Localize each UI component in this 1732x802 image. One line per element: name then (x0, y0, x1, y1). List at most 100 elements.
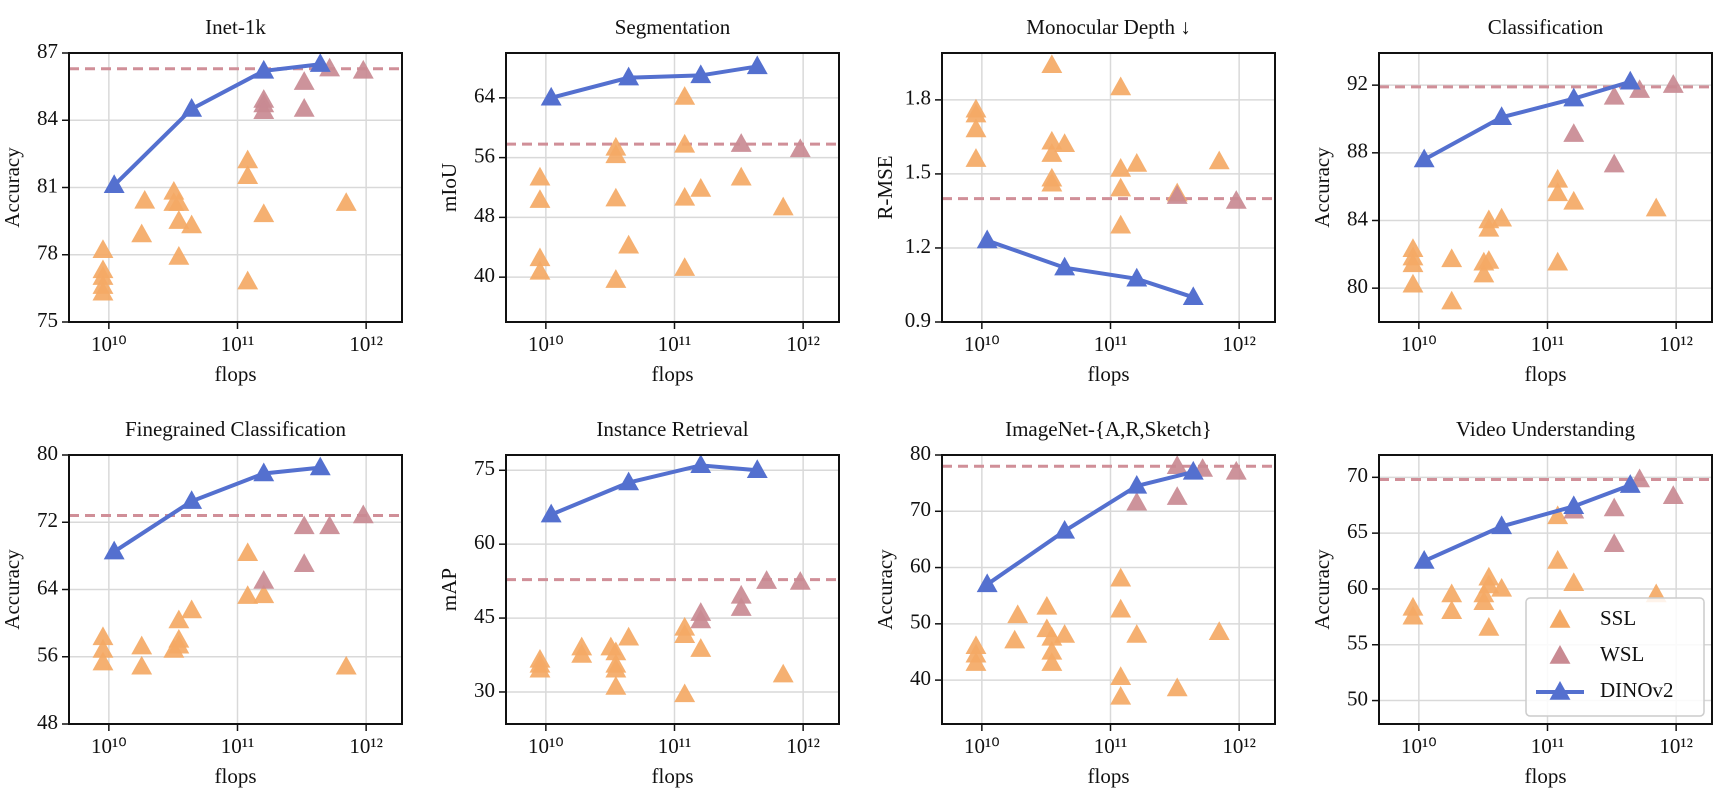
point (1563, 190, 1585, 210)
point (1166, 486, 1188, 505)
x-axis-label: flops (1088, 764, 1130, 788)
point (618, 66, 640, 86)
point (618, 234, 640, 254)
point (1603, 153, 1625, 173)
point (335, 655, 357, 675)
point (1491, 106, 1513, 125)
point (168, 210, 190, 229)
point (605, 144, 627, 164)
point (1110, 157, 1132, 177)
legend-marker (1549, 609, 1571, 628)
point (1563, 87, 1585, 107)
y-tick-label: 70 (1347, 463, 1368, 487)
point (1208, 621, 1230, 640)
y-tick-label: 72 (37, 508, 58, 532)
point (618, 626, 640, 646)
point (690, 64, 712, 84)
point (1491, 207, 1513, 227)
y-tick-label: 40 (910, 666, 931, 690)
point (529, 260, 551, 280)
y-tick-label: 60 (474, 530, 495, 554)
axes-frame (68, 52, 403, 323)
point (1402, 273, 1424, 293)
point (168, 634, 190, 654)
point (1619, 474, 1641, 493)
point (674, 133, 696, 153)
point (976, 573, 998, 593)
x-tick-label: 10¹⁰ (91, 734, 127, 758)
axes-frame (68, 454, 403, 725)
y-tick-label: 1.8 (905, 86, 931, 110)
point (674, 257, 696, 276)
point (690, 609, 712, 629)
point (529, 247, 551, 267)
point (181, 214, 203, 234)
series-line (986, 469, 1194, 587)
point (134, 189, 156, 209)
point (1563, 495, 1585, 515)
point (1041, 172, 1063, 192)
point (131, 655, 153, 675)
point (976, 229, 998, 249)
point (1041, 143, 1063, 162)
point (1662, 485, 1684, 504)
point (1547, 168, 1569, 188)
plot-area (69, 53, 402, 301)
point (237, 585, 259, 604)
y-tick-label: 50 (910, 610, 931, 634)
y-axis-label: Accuracy (1310, 147, 1334, 228)
y-tick-label: 84 (37, 106, 59, 130)
chart-title: Classification (1488, 15, 1604, 39)
point (253, 570, 275, 589)
point (1547, 505, 1569, 525)
x-tick-label: 10¹⁰ (91, 332, 127, 356)
plot-area (69, 456, 402, 675)
point (1110, 177, 1132, 197)
y-tick-label: 64 (474, 84, 496, 108)
point (1041, 54, 1063, 74)
y-tick-label: 48 (474, 203, 495, 227)
point (1547, 550, 1569, 569)
point (746, 55, 768, 75)
y-tick-label: 88 (1347, 139, 1368, 163)
point (1603, 533, 1625, 552)
point (237, 149, 259, 169)
point (253, 203, 275, 223)
x-axis-label: flops (1525, 764, 1567, 788)
point (1110, 214, 1132, 234)
point (789, 571, 811, 590)
point (1166, 455, 1188, 474)
point (605, 641, 627, 661)
y-tick-label: 50 (1347, 686, 1368, 710)
point (352, 59, 374, 79)
point (730, 597, 752, 616)
x-tick-label: 10¹¹ (1094, 734, 1128, 758)
point (540, 86, 562, 106)
x-tick-label: 10¹² (786, 332, 820, 356)
point (730, 166, 752, 186)
point (1619, 70, 1641, 90)
x-tick-label: 10¹¹ (658, 734, 692, 758)
y-tick-label: 65 (1347, 519, 1368, 543)
point (181, 599, 203, 619)
x-tick-label: 10¹² (1222, 332, 1256, 356)
y-axis-label: Accuracy (873, 549, 897, 630)
point (1126, 153, 1148, 172)
x-tick-label: 10¹¹ (1094, 332, 1128, 356)
point (309, 53, 331, 72)
point (1126, 491, 1148, 511)
point (1007, 604, 1029, 624)
point (730, 133, 752, 152)
x-axis-label: flops (1088, 362, 1130, 386)
point (1166, 185, 1188, 204)
point (605, 676, 627, 695)
point (1110, 598, 1132, 618)
axes-frame (1378, 454, 1713, 725)
point (168, 192, 190, 211)
point (690, 177, 712, 197)
point (529, 189, 551, 208)
y-tick-label: 75 (37, 308, 58, 332)
x-tick-label: 10¹² (1659, 332, 1693, 356)
point (1110, 567, 1132, 587)
point (253, 584, 275, 604)
